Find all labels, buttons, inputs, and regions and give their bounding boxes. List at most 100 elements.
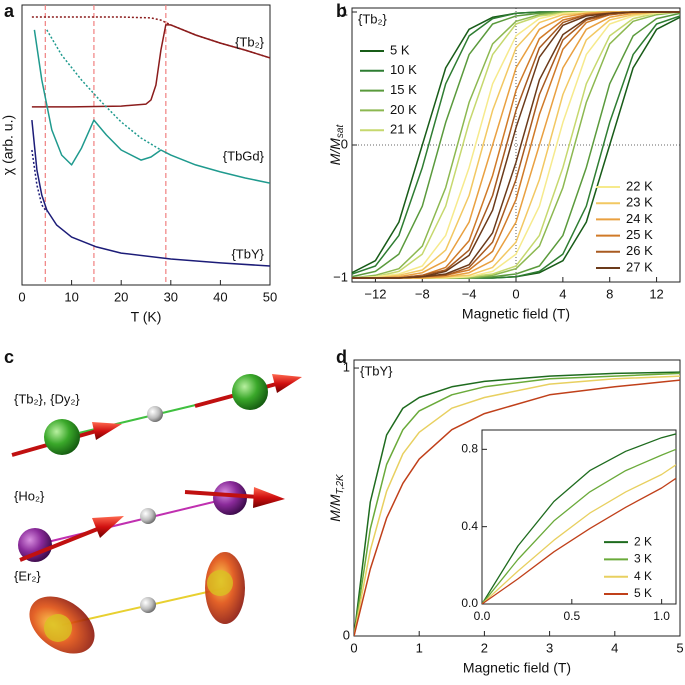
- panel-letter: d: [336, 347, 347, 367]
- legend-label: 5 K: [634, 586, 652, 600]
- y-axis-label: M/Msat: [327, 124, 346, 166]
- spin-arrow-head: [92, 422, 122, 440]
- x-tick-label: −12: [364, 286, 386, 301]
- molecule-label: {Tb₂}, {Dy₂}: [14, 391, 80, 406]
- legend-label: 3 K: [634, 552, 652, 566]
- series-line: [482, 448, 676, 604]
- molecule-illustration: c {Tb₂}, {Dy₂} {Ho₂} {Er₂}: [4, 347, 302, 654]
- metal-atom: [44, 419, 80, 455]
- x-tick-label: 40: [213, 289, 227, 304]
- y-tick-label: −1: [333, 269, 348, 284]
- molecule-label: {Ho₂}: [14, 488, 45, 503]
- metal-atom: [44, 614, 72, 642]
- x-tick-label: 5: [676, 640, 683, 655]
- y-tick-label: 0: [341, 136, 348, 151]
- x-tick-label: 1: [416, 640, 423, 655]
- chart-annotation: {TbY}: [360, 363, 393, 378]
- legend-label: 15 K: [390, 82, 417, 97]
- y-tick-label: 0.8: [461, 442, 478, 456]
- plot-frame: [21, 4, 271, 286]
- series-line: [46, 29, 162, 151]
- panel-letter: b: [336, 1, 347, 21]
- bond: [34, 497, 231, 546]
- x-tick-label: 50: [263, 289, 277, 304]
- y-axis-label: M/MT,2K: [327, 473, 346, 522]
- y-axis-label-main: M/M: [327, 494, 343, 522]
- x-tick-label: 0.0: [474, 609, 491, 623]
- x-tick-label: 0.5: [563, 609, 580, 623]
- panel-letter: a: [4, 1, 15, 21]
- spin-arrow: [19, 526, 101, 562]
- series-line: [31, 16, 270, 59]
- legend-label: 26 K: [626, 243, 653, 258]
- bridge-atom: [140, 508, 156, 524]
- x-tick-label: 1.0: [653, 609, 670, 623]
- x-tick-label: 12: [649, 286, 663, 301]
- series-line: [482, 464, 676, 604]
- legend-label: 25 K: [626, 227, 653, 242]
- legend-label: 2 K: [634, 534, 652, 548]
- series-line: [354, 371, 680, 636]
- x-tick-label: 20: [114, 289, 128, 304]
- y-tick-label: 1: [341, 3, 348, 18]
- x-tick-label: 2: [481, 640, 488, 655]
- panel-letter: c: [4, 347, 14, 367]
- y-tick-label: 0.4: [461, 519, 478, 533]
- x-tick-label: −8: [415, 286, 430, 301]
- x-tick-label: 3: [546, 640, 553, 655]
- x-tick-label: −4: [462, 286, 477, 301]
- series-line: [354, 375, 680, 636]
- legend-label: 22 K: [626, 178, 653, 193]
- y-axis-label-main: M/M: [327, 138, 343, 166]
- y-tick-label: 0.0: [461, 596, 478, 610]
- legend-label: 5 K: [390, 42, 410, 57]
- legend-label: 23 K: [626, 195, 653, 210]
- spin-arrow-head: [253, 487, 285, 508]
- legend-label: 4 K: [634, 569, 652, 583]
- x-tick-label: 4: [611, 640, 618, 655]
- metal-atom: [18, 528, 52, 562]
- x-axis-label: Magnetic field (T): [463, 660, 571, 676]
- series-line: [354, 372, 680, 636]
- x-tick-label: 10: [64, 289, 78, 304]
- series-label: {Tb₂}: [235, 34, 265, 49]
- metal-atom: [213, 481, 247, 515]
- x-tick-label: 0: [18, 289, 25, 304]
- legend-label: 21 K: [390, 122, 417, 137]
- legend-label: 20 K: [390, 102, 417, 117]
- x-tick-label: 0: [512, 286, 519, 301]
- loop-branch: [352, 11, 680, 279]
- series-line: [354, 379, 680, 636]
- x-axis-label: T (K): [131, 309, 162, 325]
- bridge-atom: [140, 597, 156, 613]
- x-tick-label: 8: [606, 286, 613, 301]
- series-label: {TbGd}: [223, 149, 265, 164]
- legend-label: 10 K: [390, 62, 417, 77]
- x-tick-label: 30: [164, 289, 178, 304]
- legend-label: 24 K: [626, 211, 653, 226]
- series-line: [33, 29, 270, 184]
- legend-label: 27 K: [626, 259, 653, 274]
- x-axis-label: Magnetic field (T): [462, 306, 570, 322]
- spin-arrow-head: [272, 374, 302, 393]
- chart-annotation: {Tb₂}: [358, 11, 388, 26]
- series-label: {TbY}: [231, 246, 264, 261]
- spin-arrow-head: [92, 516, 124, 538]
- y-axis-label-sub: T,2K: [335, 473, 346, 495]
- x-tick-label: 0: [350, 640, 357, 655]
- spin-arrow: [184, 490, 259, 499]
- molecule-label: {Er₂}: [14, 568, 41, 583]
- series-line: [482, 477, 676, 604]
- metal-atom: [232, 374, 268, 410]
- metal-atom: [207, 570, 233, 596]
- x-tick-label: 4: [559, 286, 566, 301]
- series-line: [31, 120, 270, 267]
- y-tick-label: 0: [343, 627, 350, 642]
- y-axis-label-sub: sat: [335, 124, 346, 139]
- bridge-atom: [147, 406, 163, 422]
- y-axis-label: χ (arb. u.): [0, 115, 16, 175]
- series-line: [31, 149, 48, 213]
- series-line: [482, 433, 676, 604]
- y-tick-label: 1: [343, 359, 350, 374]
